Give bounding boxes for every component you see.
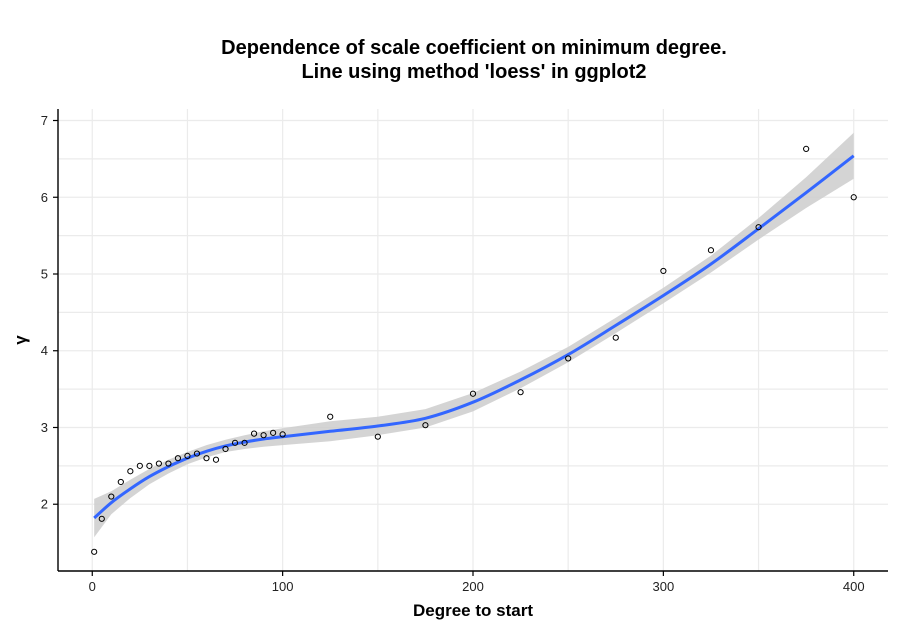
data-point xyxy=(850,194,857,201)
data-point xyxy=(250,430,258,437)
data-point xyxy=(565,355,572,362)
data-point xyxy=(612,334,619,341)
data-point xyxy=(117,478,124,486)
data-point xyxy=(327,413,334,420)
data-point xyxy=(803,145,810,153)
x-axis-ticks: 0 100 200 300 400 xyxy=(89,571,865,594)
data-point xyxy=(222,445,229,453)
y-tick-label: 3 xyxy=(41,420,48,435)
x-tick-label: 100 xyxy=(272,579,294,594)
data-point xyxy=(184,452,191,459)
data-point xyxy=(193,450,201,457)
gridlines xyxy=(58,109,888,571)
loess-line-layer xyxy=(93,154,855,520)
data-point xyxy=(108,493,115,500)
data-points xyxy=(91,145,857,555)
data-point xyxy=(146,462,153,469)
data-point xyxy=(755,224,762,231)
data-point xyxy=(203,455,210,462)
x-tick-label: 0 xyxy=(89,579,96,594)
loess-line xyxy=(93,154,855,520)
data-point xyxy=(517,389,524,396)
chart-subtitle: Line using method 'loess' in ggplot2 xyxy=(301,61,646,83)
data-point xyxy=(260,432,267,439)
data-point xyxy=(174,455,182,462)
y-axis-ticks: 2 3 4 5 6 7 xyxy=(41,113,58,512)
x-axis-title: Degree to start xyxy=(413,601,533,620)
data-point xyxy=(212,456,220,463)
data-point xyxy=(155,460,162,467)
y-tick-label: 2 xyxy=(41,497,48,512)
data-point xyxy=(136,462,143,469)
data-point xyxy=(165,460,172,467)
data-point xyxy=(231,439,239,446)
x-tick-label: 400 xyxy=(843,579,865,594)
data-point xyxy=(91,548,98,555)
confidence-band xyxy=(94,132,854,538)
y-tick-label: 5 xyxy=(41,267,48,282)
data-point xyxy=(660,267,667,275)
y-tick-label: 4 xyxy=(41,343,48,358)
data-point xyxy=(241,439,248,446)
data-point xyxy=(469,390,477,397)
y-tick-label: 7 xyxy=(41,113,48,128)
data-point xyxy=(422,422,429,429)
y-axis-title: γ xyxy=(11,335,30,345)
data-point xyxy=(707,247,715,254)
data-point xyxy=(374,433,381,440)
chart-title: Dependence of scale coefficient on minim… xyxy=(221,37,727,59)
data-point xyxy=(127,468,134,475)
y-tick-label: 6 xyxy=(41,190,48,205)
data-point xyxy=(270,429,277,436)
data-point xyxy=(98,515,105,522)
data-point xyxy=(279,431,286,438)
confidence-band-layer xyxy=(94,132,854,538)
x-tick-label: 200 xyxy=(462,579,484,594)
x-tick-label: 300 xyxy=(653,579,675,594)
